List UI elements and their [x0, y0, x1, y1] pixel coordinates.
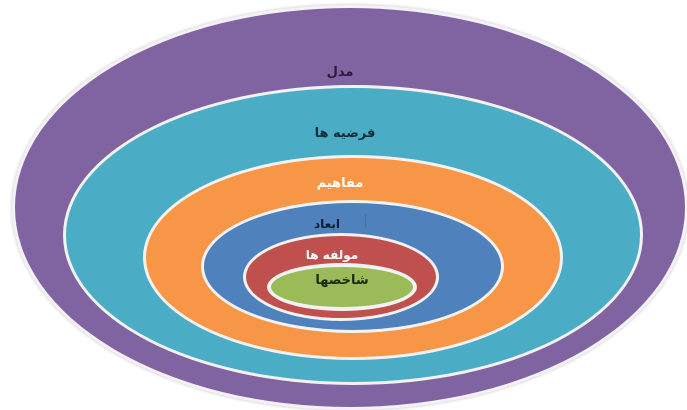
label-components: مولفه ها [305, 248, 359, 262]
text-cursor-mark [365, 214, 366, 228]
label-dimensions: ابعاد [313, 217, 341, 231]
ring-indicators [267, 263, 417, 311]
label-concepts: مفاهیم [316, 176, 364, 191]
label-indicators: شاخصها [315, 273, 369, 288]
label-model: مدل [326, 65, 354, 80]
label-hypotheses: فرضیه ها [314, 126, 376, 141]
